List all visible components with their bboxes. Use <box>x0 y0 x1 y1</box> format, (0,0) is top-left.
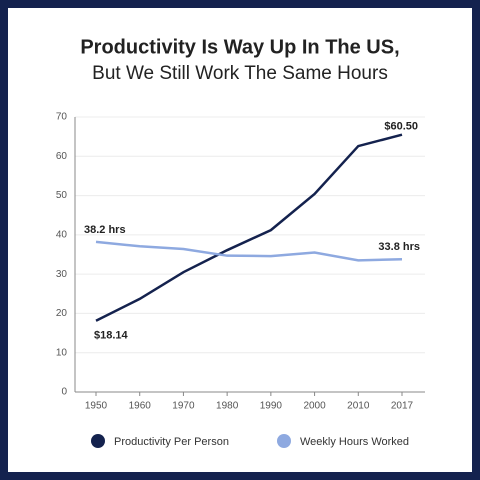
series-line <box>95 240 403 262</box>
y-tick-label: 70 <box>56 112 68 123</box>
y-tick-label: 50 <box>56 190 68 201</box>
x-tick-label: 1960 <box>129 401 152 412</box>
y-tick-label: 40 <box>56 229 68 240</box>
x-tick-label: 1990 <box>260 401 283 412</box>
y-tick-label: 30 <box>56 269 68 280</box>
x-tick-label: 1970 <box>172 401 195 412</box>
y-tick-label: 20 <box>56 308 68 319</box>
annotation: 38.2 hrs <box>84 224 126 236</box>
y-tick-label: 60 <box>56 151 68 162</box>
legend-label: Productivity Per Person <box>114 436 229 448</box>
annotation: $60.50 <box>384 121 418 133</box>
chart-title: Productivity Is Way Up In The US, <box>80 36 399 58</box>
y-tick-label: 10 <box>56 347 68 358</box>
chart-subtitle: But We Still Work The Same Hours <box>92 63 388 84</box>
y-tick-label: 0 <box>61 387 67 398</box>
x-tick-label: 2000 <box>303 401 326 412</box>
legend-marker <box>277 434 291 448</box>
x-tick-label: 1980 <box>216 401 239 412</box>
x-tick-label: 2010 <box>347 401 370 412</box>
annotation: $18.14 <box>94 330 129 342</box>
legend-marker <box>91 434 105 448</box>
series-line <box>95 133 403 322</box>
legend-label: Weekly Hours Worked <box>300 436 409 448</box>
x-tick-label: 1950 <box>85 401 108 412</box>
annotation: 33.8 hrs <box>378 241 420 253</box>
x-tick-label: 2017 <box>391 401 414 412</box>
